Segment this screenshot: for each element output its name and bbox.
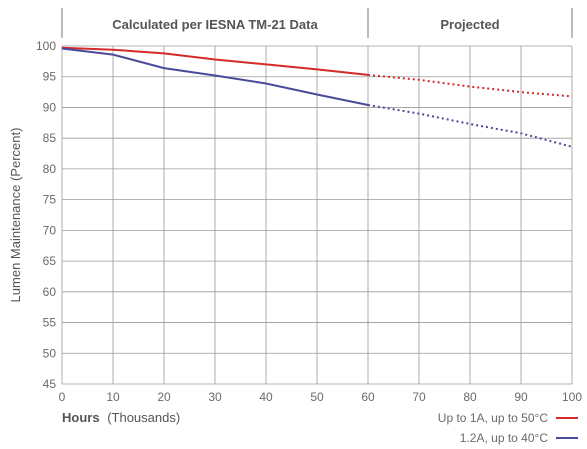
- y-tick-label: 80: [43, 162, 57, 176]
- x-tick-label: 50: [310, 390, 324, 404]
- series-1-projected-line: [367, 73, 573, 98]
- x-tick-label: 100: [562, 390, 582, 404]
- x-tick-label: 20: [157, 390, 171, 404]
- x-axis-label-rest: (Thousands): [107, 410, 180, 425]
- x-tick-label: 70: [412, 390, 426, 404]
- y-tick-label: 55: [43, 316, 57, 330]
- series-layer: [61, 46, 573, 148]
- x-tick-labels: 0 10 20 30 40 50 60 70 80 90 100: [59, 390, 583, 404]
- y-tick-label: 65: [43, 254, 57, 268]
- y-tick-label: 90: [43, 100, 57, 114]
- x-tick-label: 60: [361, 390, 375, 404]
- header-calculated-label: Calculated per IESNA TM-21 Data: [112, 17, 318, 32]
- y-tick-label: 45: [43, 377, 57, 391]
- x-axis-label-bold: Hours: [62, 410, 100, 425]
- y-tick-label: 95: [43, 70, 57, 84]
- series-1-measured-line: [61, 46, 369, 76]
- y-tick-label: 100: [36, 39, 56, 53]
- y-tick-label: 85: [43, 131, 57, 145]
- y-axis-label: Lumen Maintenance (Percent): [8, 128, 23, 303]
- y-tick-labels: 100 95 90 85 80 75 70 65 60 55 50 45: [36, 39, 56, 391]
- chart-header: Calculated per IESNA TM-21 Data Projecte…: [61, 8, 573, 38]
- header-projected-label: Projected: [440, 17, 499, 32]
- y-tick-label: 70: [43, 223, 57, 237]
- x-tick-label: 40: [259, 390, 273, 404]
- x-tick-label: 0: [59, 390, 66, 404]
- x-axis-label: Hours (Thousands): [62, 410, 180, 425]
- y-tick-label: 60: [43, 285, 57, 299]
- y-tick-label: 50: [43, 346, 57, 360]
- legend-label-1: Up to 1A, up to 50°C: [438, 411, 549, 425]
- x-tick-label: 10: [106, 390, 120, 404]
- x-tick-label: 30: [208, 390, 222, 404]
- series-2-measured-line: [61, 47, 369, 106]
- x-tick-label: 80: [463, 390, 477, 404]
- legend-label-2: 1.2A, up to 40°C: [460, 431, 549, 445]
- y-tick-label: 75: [43, 193, 57, 207]
- grid: [61, 45, 573, 385]
- x-tick-label: 90: [514, 390, 528, 404]
- legend: Up to 1A, up to 50°C 1.2A, up to 40°C: [438, 411, 578, 445]
